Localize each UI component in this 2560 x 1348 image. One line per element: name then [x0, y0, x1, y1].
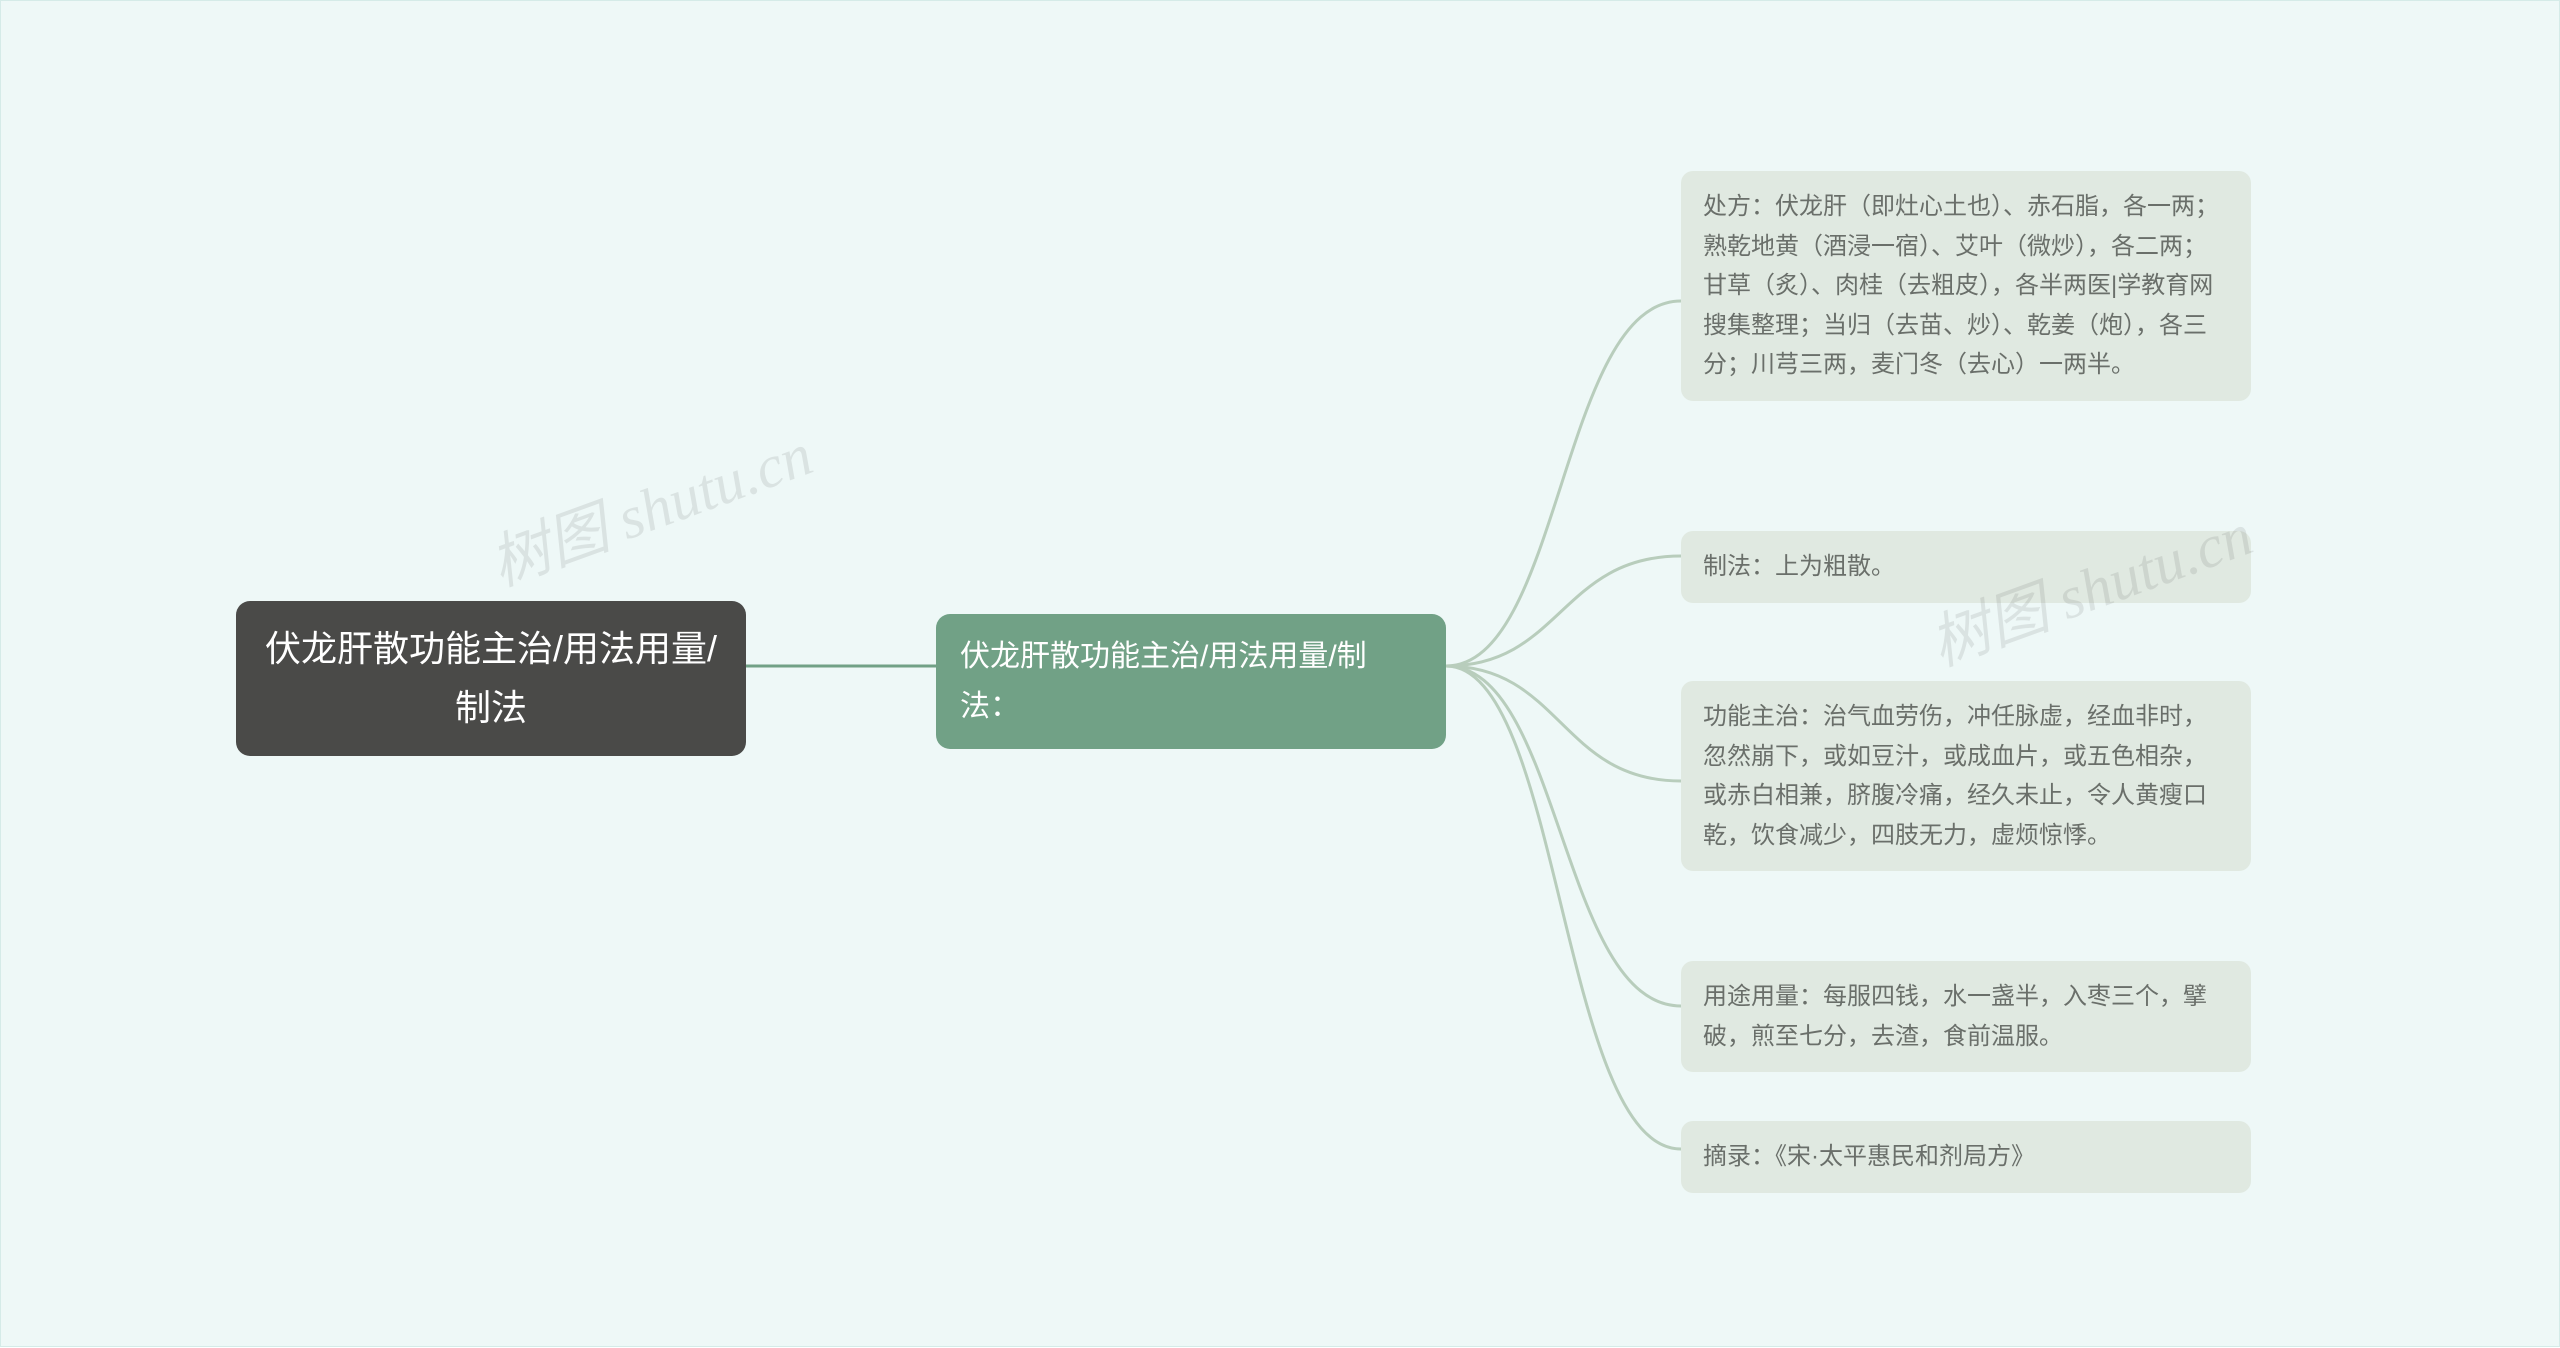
leaf-text: 功能主治：治气血劳伤，冲任脉虚，经血非时，忽然崩下，或如豆汁，或成血片，或五色相…: [1703, 703, 2207, 849]
connector-level1-leaf0: [1446, 301, 1681, 666]
mindmap-canvas: 伏龙肝散功能主治/用法用量/制法 伏龙肝散功能主治/用法用量/制法： 处方：伏龙…: [0, 0, 2560, 1347]
connector-level1-leaf4: [1446, 666, 1681, 1149]
level1-node[interactable]: 伏龙肝散功能主治/用法用量/制法：: [936, 614, 1446, 749]
leaf-text: 摘录：《宋·太平惠民和剂局方》: [1703, 1143, 2035, 1170]
connector-level1-leaf3: [1446, 666, 1681, 1006]
connector-level1-leaf1: [1446, 556, 1681, 666]
leaf-node-dosage[interactable]: 用途用量：每服四钱，水一盏半，入枣三个，擘破，煎至七分，去渣，食前温服。: [1681, 961, 2251, 1072]
leaf-text: 制法：上为粗散。: [1703, 553, 1895, 580]
leaf-text: 处方：伏龙肝（即灶心土也）、赤石脂，各一两；熟乾地黄（酒浸一宿）、艾叶（微炒），…: [1703, 193, 2219, 378]
leaf-node-prescription[interactable]: 处方：伏龙肝（即灶心土也）、赤石脂，各一两；熟乾地黄（酒浸一宿）、艾叶（微炒），…: [1681, 171, 2251, 401]
level1-node-text: 伏龙肝散功能主治/用法用量/制法：: [960, 640, 1367, 723]
leaf-text: 用途用量：每服四钱，水一盏半，入枣三个，擘破，煎至七分，去渣，食前温服。: [1703, 983, 2207, 1050]
leaf-node-method[interactable]: 制法：上为粗散。: [1681, 531, 2251, 603]
root-node[interactable]: 伏龙肝散功能主治/用法用量/制法: [236, 601, 746, 756]
root-node-text: 伏龙肝散功能主治/用法用量/制法: [265, 628, 717, 728]
watermark: 树图 shutu.cn: [476, 406, 822, 603]
connector-level1-leaf2: [1446, 666, 1681, 781]
leaf-node-excerpt[interactable]: 摘录：《宋·太平惠民和剂局方》: [1681, 1121, 2251, 1193]
leaf-node-indication[interactable]: 功能主治：治气血劳伤，冲任脉虚，经血非时，忽然崩下，或如豆汁，或成血片，或五色相…: [1681, 681, 2251, 871]
